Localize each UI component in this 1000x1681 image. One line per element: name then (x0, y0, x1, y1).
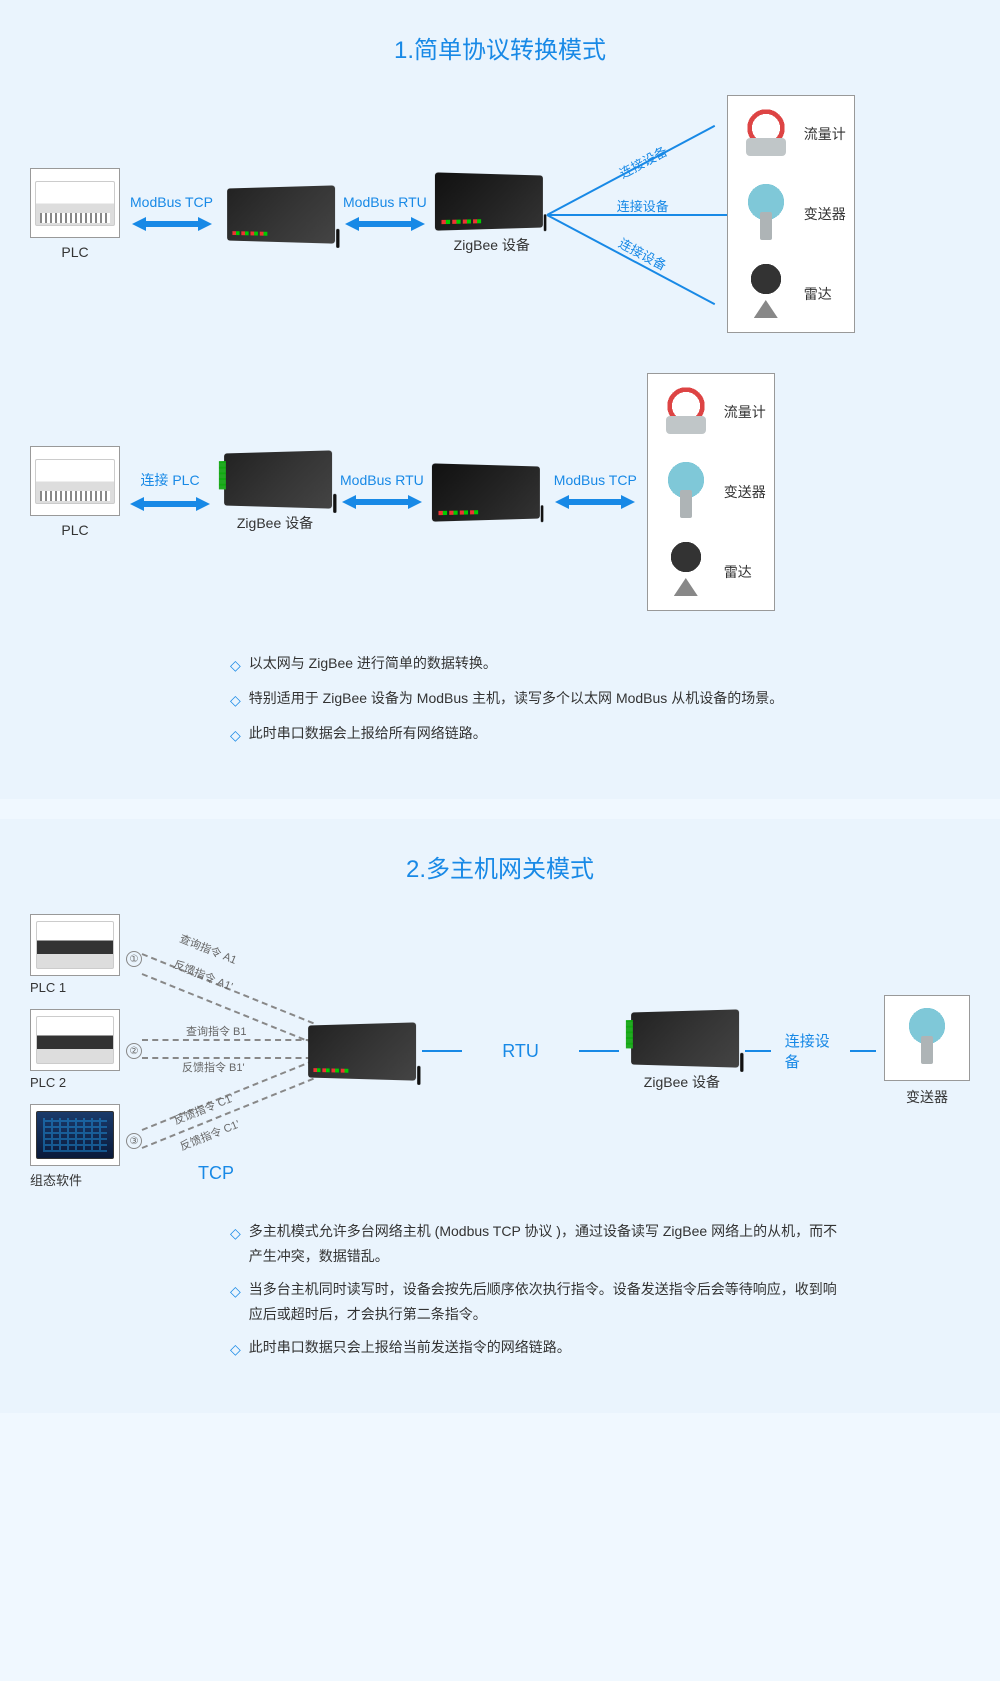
section-2: 2.多主机网关模式 PLC 1 PLC 2 组态软件 ① 查询指令 A1 反馈指… (0, 819, 1000, 1413)
section-1-title: 1.简单协议转换模式 (30, 30, 970, 65)
arrow-modbus-rtu-2: ModBus RTU (340, 472, 424, 512)
plc-box (30, 446, 120, 516)
scada-icon (36, 1111, 114, 1159)
zigbee-label-2: ZigBee 设备 (237, 513, 313, 533)
scada-box (30, 1104, 120, 1166)
diagram-row-1: PLC ModBus TCP ModBus RTU ZigBee 设备 连接设备… (30, 95, 970, 333)
bullet: 此时串口数据只会上报给当前发送指令的网络链路。 (230, 1335, 850, 1362)
plc-icon (36, 1016, 114, 1064)
zigbee-device-icon (435, 172, 543, 230)
bullet: 当多台主机同时读写时，设备会按先后顺序依次执行指令。设备发送指令后会等待响应，收… (230, 1277, 850, 1327)
plc-icon (36, 921, 114, 969)
arrow-connect-plc: 连接 PLC (130, 470, 210, 514)
flowmeter-icon (736, 104, 796, 164)
transmitter-icon (656, 462, 716, 522)
connect-label: 连接设备 (785, 1030, 837, 1072)
num-2: ② (126, 1043, 142, 1059)
arrow-modbus-tcp: ModBus TCP (130, 194, 213, 234)
transmitter-icon (897, 1008, 957, 1068)
flowmeter-icon (656, 382, 716, 442)
bullet: 此时串口数据会上报给所有网络链路。 (230, 721, 850, 748)
scada-label: 组态软件 (30, 1170, 120, 1189)
data-transceiver-icon (224, 450, 332, 508)
section-1: 1.简单协议转换模式 PLC ModBus TCP ModBus RTU Zig… (0, 0, 1000, 799)
section-2-title: 2.多主机网关模式 (30, 849, 970, 884)
zigbee-label: ZigBee 设备 (454, 235, 530, 255)
radar-icon (656, 542, 716, 602)
fanout-lines: 连接设备 连接设备 连接设备 (547, 114, 727, 314)
plc2-label: PLC (61, 522, 88, 538)
zigbee-label-3: ZigBee 设备 (644, 1072, 720, 1092)
num-1: ① (126, 951, 142, 967)
command-arrows: ① 查询指令 A1 反馈指令 A1' ② 查询指令 B1 反馈指令 B1' ③ … (128, 931, 296, 1171)
plc2-label: PLC 2 (30, 1075, 120, 1090)
arrow-modbus-rtu: ModBus RTU (343, 194, 427, 234)
bullet: 以太网与 ZigBee 进行简单的数据转换。 (230, 651, 850, 678)
devices-column: 流量计 变送器 雷达 (727, 95, 855, 333)
zigbee-gateway-icon-3 (308, 1022, 416, 1080)
num-3: ③ (126, 1133, 142, 1149)
radar-icon (736, 264, 796, 324)
plc2-box (30, 1009, 120, 1071)
plc-icon (35, 181, 115, 226)
plc-icon (35, 459, 115, 504)
plc-box (30, 168, 120, 238)
diagram-row-2: PLC 连接 PLC ZigBee 设备 ModBus RTU ModBus T… (30, 373, 970, 611)
multi-host-diagram: PLC 1 PLC 2 组态软件 ① 查询指令 A1 反馈指令 A1' ② 查询… (30, 914, 970, 1189)
transmitter-icon (736, 184, 796, 244)
section-2-bullets: 多主机模式允许多台网络主机 (Modbus TCP 协议 )，通过设备读写 Zi… (230, 1219, 970, 1363)
plc1-box (30, 914, 120, 976)
zigbee-gateway-icon-2 (432, 463, 540, 521)
transmitter-label: 变送器 (906, 1087, 948, 1107)
rtu-label: RTU (502, 1041, 539, 1062)
bullet: 特别适用于 ZigBee 设备为 ModBus 主机，读写多个以太网 ModBu… (230, 686, 850, 713)
zigbee-gateway-icon (227, 185, 335, 243)
devices-column-2: 流量计 变送器 雷达 (647, 373, 775, 611)
zigbee-device-icon-2 (631, 1009, 739, 1067)
hosts-column: PLC 1 PLC 2 组态软件 (30, 914, 120, 1189)
tcp-label: TCP (198, 1163, 234, 1184)
plc-label: PLC (61, 244, 88, 260)
bullet: 多主机模式允许多台网络主机 (Modbus TCP 协议 )，通过设备读写 Zi… (230, 1219, 850, 1269)
arrow-modbus-tcp-2: ModBus TCP (554, 472, 637, 512)
section-1-bullets: 以太网与 ZigBee 进行简单的数据转换。 特别适用于 ZigBee 设备为 … (230, 651, 970, 749)
transmitter-box (884, 995, 970, 1081)
plc1-label: PLC 1 (30, 980, 120, 995)
